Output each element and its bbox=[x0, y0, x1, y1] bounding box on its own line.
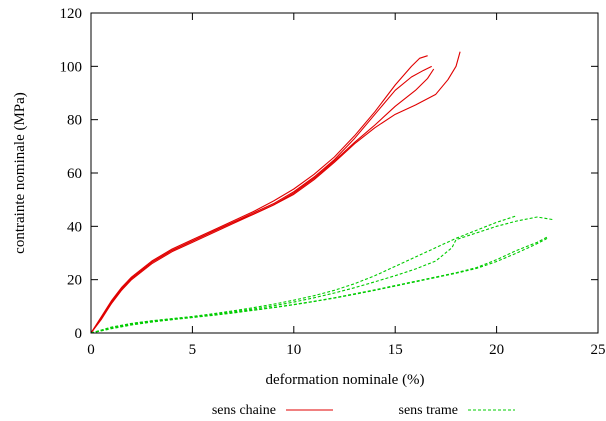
y-tick-label: 20 bbox=[67, 273, 82, 289]
plot-frame bbox=[90, 12, 599, 334]
legend-label-1: sens chaine bbox=[212, 403, 276, 418]
x-tick-label: 5 bbox=[189, 342, 197, 358]
x-tick-label: 25 bbox=[591, 342, 606, 358]
y-tick-label: 120 bbox=[60, 6, 83, 22]
series-1-curve-3 bbox=[90, 51, 461, 334]
ticks-layer: 0 5 10 15 20 25 0 20 40 60 80 100 120 bbox=[60, 6, 606, 358]
series-1-curve-2 bbox=[90, 65, 432, 334]
x-tick-label: 0 bbox=[87, 342, 95, 358]
legend-label-2: sens trame bbox=[399, 403, 458, 418]
x-axis-label: deformation nominale (%) bbox=[265, 372, 424, 388]
series-2-curve-2 bbox=[90, 216, 554, 334]
x-tick-label: 10 bbox=[286, 342, 301, 358]
x-tick-label: 20 bbox=[489, 342, 504, 358]
series-2-curve-3 bbox=[90, 236, 548, 334]
y-tick-label: 40 bbox=[67, 219, 82, 235]
curves-layer bbox=[90, 51, 554, 334]
y-tick-label: 100 bbox=[60, 59, 83, 75]
y-tick-label: 60 bbox=[67, 166, 82, 182]
legend: sens chaine sens trame bbox=[212, 403, 515, 418]
y-axis-label: contrainte nominale (MPa) bbox=[12, 92, 28, 254]
series-2-curve-4 bbox=[90, 237, 548, 334]
series-1-curve-1 bbox=[90, 55, 428, 334]
y-tick-label: 80 bbox=[67, 113, 82, 129]
axes-layer bbox=[90, 12, 599, 334]
y-tick-label: 0 bbox=[75, 326, 83, 342]
series-1-curve-4 bbox=[90, 68, 435, 334]
x-tick-label: 15 bbox=[388, 342, 403, 358]
